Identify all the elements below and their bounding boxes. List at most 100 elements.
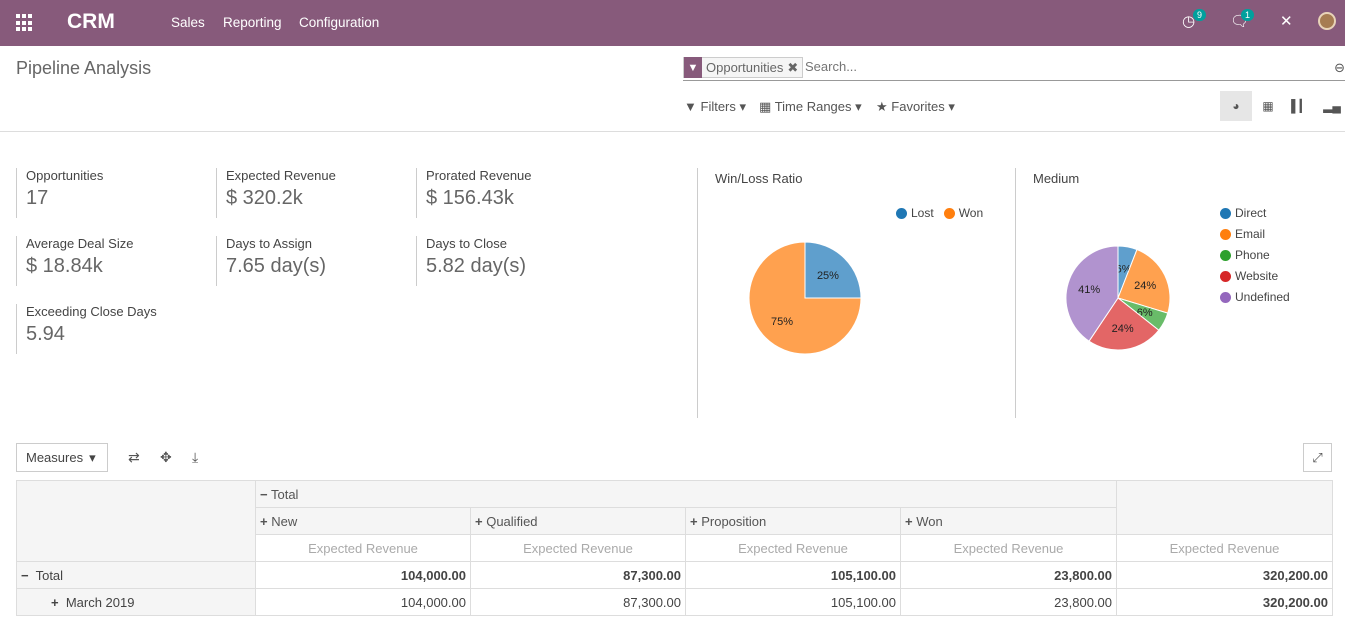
expand-icon: + bbox=[690, 513, 698, 529]
activity-badge: 9 bbox=[1193, 9, 1207, 21]
col-header-proposition[interactable]: + Proposition bbox=[685, 507, 901, 535]
download-icon[interactable]: ⤓ bbox=[192, 449, 199, 465]
pivot-cell[interactable]: 87,300.00 bbox=[470, 588, 686, 616]
pie-chart-medium: 6%24%6%24%41% bbox=[1065, 245, 1171, 351]
filters-dropdown[interactable]: ▼ Filters ▾ bbox=[684, 99, 746, 115]
measure-header[interactable]: Expected Revenue bbox=[900, 534, 1117, 562]
legend-win-loss: Lost Won bbox=[896, 206, 983, 227]
kpi-exceeding-close-days[interactable]: Exceeding Close Days 5.94 bbox=[16, 304, 157, 354]
expand-arrows-icon: ⤢ bbox=[1312, 449, 1323, 465]
top-navbar: CRM Sales Reporting Configuration ◷ 9 🗨 … bbox=[0, 0, 1345, 46]
row-header-march-2019[interactable]: + March 2019 bbox=[16, 588, 256, 616]
kpi-label: Opportunities bbox=[26, 168, 104, 183]
pivot-view-button[interactable]: ▦ bbox=[1252, 91, 1284, 121]
legend-item[interactable]: Direct bbox=[1220, 206, 1290, 220]
kpi-opportunities[interactable]: Opportunities 17 bbox=[16, 168, 103, 218]
pivot-cell[interactable]: 23,800.00 bbox=[900, 561, 1117, 589]
filter-icon: ▼ bbox=[684, 57, 702, 78]
kpi-days-to-assign[interactable]: Days to Assign 7.65 day(s) bbox=[216, 236, 326, 286]
legend-item[interactable]: Lost bbox=[896, 206, 934, 220]
dashboard-divider bbox=[697, 168, 698, 418]
dashboard-divider bbox=[1015, 168, 1016, 418]
pie-slice-undefined[interactable] bbox=[1065, 245, 1119, 342]
pivot-cell-total[interactable]: 320,200.00 bbox=[1116, 588, 1333, 616]
col-header-label: New bbox=[271, 513, 298, 529]
measure-header[interactable]: Expected Revenue bbox=[470, 534, 686, 562]
measures-dropdown[interactable]: Measures ▾ bbox=[16, 443, 108, 472]
legend-item[interactable]: Email bbox=[1220, 227, 1290, 241]
pivot-cell[interactable]: 104,000.00 bbox=[255, 561, 471, 589]
messages-button[interactable]: 🗨 1 bbox=[1230, 9, 1255, 30]
col-header-new[interactable]: + New bbox=[255, 507, 471, 535]
fullscreen-button[interactable]: ⤢ bbox=[1303, 443, 1332, 472]
app-menu-icon[interactable] bbox=[16, 14, 34, 32]
measure-header[interactable]: Expected Revenue bbox=[255, 534, 471, 562]
pivot-cell-total[interactable]: 320,200.00 bbox=[1116, 561, 1333, 589]
facet-remove-icon[interactable]: ✖ bbox=[787, 59, 799, 75]
time-ranges-label: Time Ranges bbox=[774, 99, 852, 114]
favorites-dropdown[interactable]: ★ Favorites ▾ bbox=[876, 99, 955, 115]
row-header-total[interactable]: − Total bbox=[16, 561, 256, 589]
time-ranges-dropdown[interactable]: ▦ Time Ranges ▾ bbox=[759, 99, 862, 115]
control-panel-divider bbox=[0, 131, 1345, 132]
kpi-label: Days to Close bbox=[426, 236, 507, 251]
col-header-qualified[interactable]: + Qualified bbox=[470, 507, 686, 535]
legend-item[interactable]: Won bbox=[943, 206, 983, 220]
col-header-label: Qualified bbox=[486, 513, 538, 529]
expand-all-icon[interactable]: ✥ bbox=[160, 449, 172, 465]
tools-icon[interactable]: ✕ bbox=[1280, 13, 1293, 30]
search-input[interactable] bbox=[805, 59, 1305, 74]
pie-slice-lost[interactable] bbox=[804, 241, 862, 299]
page-title: Pipeline Analysis bbox=[16, 58, 152, 78]
kpi-average-deal-size[interactable]: Average Deal Size $ 18.84k bbox=[16, 236, 133, 286]
caret-down-icon: ▾ bbox=[89, 449, 96, 465]
pie-slice-email[interactable] bbox=[1117, 248, 1171, 314]
col-header-won[interactable]: + Won bbox=[900, 507, 1117, 535]
caret-down-icon: ▾ bbox=[855, 99, 862, 114]
expand-icon: + bbox=[260, 513, 268, 529]
legend-item[interactable]: Website bbox=[1220, 269, 1290, 283]
measure-header[interactable]: Expected Revenue bbox=[1116, 534, 1333, 562]
pie-slice-website[interactable] bbox=[1088, 297, 1160, 351]
menu-sales[interactable]: Sales bbox=[171, 15, 205, 30]
pivot-cell[interactable]: 104,000.00 bbox=[255, 588, 471, 616]
legend-label: Undefined bbox=[1235, 290, 1290, 304]
legend-swatch bbox=[1220, 228, 1231, 240]
caret-down-icon: ▾ bbox=[948, 99, 955, 114]
legend-label: Email bbox=[1235, 227, 1266, 241]
kpi-expected-revenue[interactable]: Expected Revenue $ 320.2k bbox=[216, 168, 336, 218]
legend-label: Phone bbox=[1235, 248, 1270, 262]
calendar-icon: ▦ bbox=[759, 99, 772, 114]
app-brand[interactable]: CRM bbox=[67, 10, 115, 33]
menu-reporting[interactable]: Reporting bbox=[223, 15, 282, 30]
activity-button[interactable]: ◷ 9 bbox=[1182, 9, 1207, 30]
pivot-cell[interactable]: 105,100.00 bbox=[685, 561, 901, 589]
caret-down-icon: ▾ bbox=[739, 99, 747, 114]
dashboard-view-button[interactable]: ◕ bbox=[1220, 91, 1252, 121]
menu-configuration[interactable]: Configuration bbox=[299, 15, 380, 30]
user-avatar[interactable] bbox=[1318, 12, 1336, 30]
favorites-label: Favorites bbox=[891, 99, 945, 114]
flip-axis-icon[interactable]: ⇄ bbox=[128, 449, 140, 465]
collapse-icon: − bbox=[21, 567, 29, 583]
pivot-cell[interactable]: 23,800.00 bbox=[900, 588, 1117, 616]
kpi-label: Days to Assign bbox=[226, 236, 312, 251]
clock-icon: ◷ bbox=[1182, 13, 1196, 30]
filters-label: Filters bbox=[700, 99, 736, 114]
graph-view-button[interactable]: ▌▎ bbox=[1284, 91, 1316, 121]
legend-item[interactable]: Phone bbox=[1220, 248, 1290, 262]
legend-item[interactable]: Undefined bbox=[1220, 290, 1290, 304]
kpi-prorated-revenue[interactable]: Prorated Revenue $ 156.43k bbox=[416, 168, 532, 218]
bar-chart-icon: ▌▎ bbox=[1291, 99, 1309, 113]
cohort-view-button[interactable]: ▂▄ bbox=[1316, 91, 1345, 121]
pivot-cell[interactable]: 105,100.00 bbox=[685, 588, 901, 616]
pivot-cell[interactable]: 87,300.00 bbox=[470, 561, 686, 589]
measure-header[interactable]: Expected Revenue bbox=[685, 534, 901, 562]
kpi-days-to-close[interactable]: Days to Close 5.82 day(s) bbox=[416, 236, 526, 286]
pie-slice-won[interactable] bbox=[748, 241, 862, 355]
col-header-total[interactable]: − Total bbox=[255, 480, 1117, 508]
kpi-label: Exceeding Close Days bbox=[26, 304, 157, 319]
search-options-icon[interactable]: ⊖ bbox=[1334, 60, 1345, 75]
legend-medium: Direct Email Phone Website Undefined bbox=[1220, 206, 1290, 311]
expand-icon: + bbox=[475, 513, 483, 529]
